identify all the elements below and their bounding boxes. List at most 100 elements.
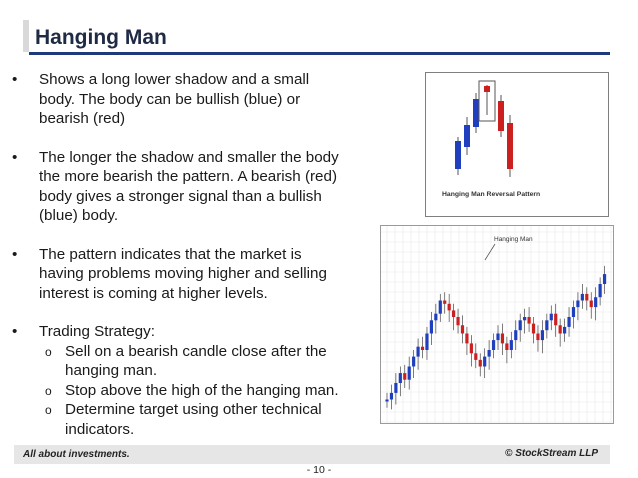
bullet-line: interest is coming at higher levels. <box>39 284 268 302</box>
candle-body <box>563 326 567 334</box>
reversal-pattern-diagram <box>455 80 513 177</box>
candle-body <box>567 317 571 327</box>
candle-body <box>558 325 562 334</box>
bear-candle <box>507 123 513 169</box>
candle-body <box>602 274 607 284</box>
bullet-list: • Shows a long lower shadow and a small … <box>12 70 372 458</box>
sub-bullet-line: Sell on a bearish candle close after the <box>65 342 327 360</box>
sub-bullet-line: hanging man. <box>65 362 158 379</box>
sub-bullet-line: indicators. <box>65 420 135 438</box>
title-bar: Hanging Man <box>23 20 610 56</box>
bear-candle <box>498 101 504 131</box>
candle-body <box>549 313 553 321</box>
candle-body <box>412 356 416 367</box>
hanging-man-box <box>478 80 496 122</box>
candle-body <box>452 310 456 317</box>
candle-body <box>420 346 425 350</box>
candle-body <box>438 300 442 314</box>
candle-body <box>514 330 518 341</box>
candle-body <box>398 373 402 383</box>
candle-body <box>518 320 522 331</box>
bullet-line: having problems moving higher and sellin… <box>39 265 327 282</box>
sub-bullet-list: o Sell on a bearish candle close after t… <box>39 342 372 440</box>
bullet-dot-icon: • <box>12 148 18 166</box>
candle-body <box>594 297 598 308</box>
candle-body <box>478 359 482 367</box>
bull-candle <box>455 141 461 169</box>
candle-body <box>394 383 398 393</box>
candle-body <box>491 340 496 350</box>
candle-body <box>434 313 438 321</box>
page-number: - 10 - <box>306 464 332 476</box>
bullet-line: body. The body can be bullish (blue) or <box>39 90 301 108</box>
bullet-line: (blue) body. <box>39 207 119 224</box>
footer-tagline: All about investments. <box>23 449 130 460</box>
candlestick-chart <box>381 226 613 423</box>
bullet-item: • Shows a long lower shadow and a small … <box>12 70 372 129</box>
bullet-line: Trading Strategy: <box>39 323 155 340</box>
candle-body <box>589 300 593 308</box>
candle-body <box>407 366 411 380</box>
sub-bullet-item: o Stop above the high of the hanging man… <box>39 381 372 401</box>
candle-body <box>580 293 584 301</box>
candle-body <box>571 307 576 317</box>
candle-body <box>598 284 602 298</box>
bullet-item: • Trading Strategy: o Sell on a bearish … <box>12 322 372 439</box>
bullet-line: The pattern indicates that the market is <box>39 245 302 263</box>
sub-bullet-circle-icon: o <box>45 383 52 398</box>
candle-body <box>536 333 540 341</box>
title-accent <box>23 20 29 52</box>
title-rule <box>29 52 610 55</box>
bullet-line: the more bearish the pattern. A bearish … <box>39 168 338 185</box>
bullet-line: body gives a stronger signal than a bull… <box>39 187 322 205</box>
sub-bullet-circle-icon: o <box>45 344 52 359</box>
sub-bullet-item: o Determine target using other technical… <box>39 400 372 439</box>
bullet-item: • The pattern indicates that the market … <box>12 245 372 304</box>
bullet-line: The longer the shadow and smaller the bo… <box>39 148 339 166</box>
candle-body <box>465 333 469 344</box>
bull-candle <box>473 99 479 127</box>
candle-body <box>483 356 487 367</box>
candle-body <box>487 350 491 357</box>
footer-bar: All about investments. © StockStream LLP <box>14 445 610 464</box>
slide-title: Hanging Man <box>35 26 167 49</box>
reversal-pattern-figure: Hanging Man Reversal Pattern <box>425 72 609 217</box>
sub-bullet-item: o Sell on a bearish candle close after t… <box>39 342 372 381</box>
candle-body <box>540 330 544 341</box>
callout-line <box>484 243 496 261</box>
candle-body <box>509 340 513 350</box>
hanging-man-callout-label: Hanging Man <box>494 236 533 243</box>
candle-body <box>447 303 451 311</box>
candle-body <box>474 353 478 360</box>
candle-body <box>576 300 580 308</box>
candle-body <box>425 333 429 350</box>
candle-body <box>385 399 389 402</box>
footer-copyright: © StockStream LLP <box>505 448 598 459</box>
bullet-dot-icon: • <box>12 71 18 88</box>
sub-bullet-circle-icon: o <box>45 403 52 417</box>
candle-body <box>456 317 460 326</box>
candle-body <box>469 343 473 354</box>
candle-body <box>554 313 558 326</box>
candle-body <box>545 320 549 331</box>
sub-bullet-line: Stop above the high of the hanging man. <box>65 381 339 399</box>
candle-body <box>416 346 420 357</box>
sub-bullet-line: Determine target using other technical <box>65 401 322 418</box>
candle-body <box>527 317 531 324</box>
candle-body <box>443 300 447 304</box>
candle-body <box>585 293 589 301</box>
price-chart-figure: Hanging Man <box>380 225 614 424</box>
hanging-man-candle <box>484 86 490 92</box>
candle-body <box>531 323 536 334</box>
candle-body <box>389 392 394 400</box>
candle-body <box>496 333 500 341</box>
candle-body <box>500 333 505 344</box>
candle-body <box>523 317 527 321</box>
candle-body <box>429 320 433 334</box>
candle-body <box>505 343 509 350</box>
bullet-dot-icon: • <box>12 245 18 263</box>
bullet-line: Shows a long lower shadow and a small <box>39 71 310 88</box>
bullet-dot-icon: • <box>12 323 18 340</box>
candle-body <box>403 373 407 380</box>
bull-candle <box>464 125 470 147</box>
